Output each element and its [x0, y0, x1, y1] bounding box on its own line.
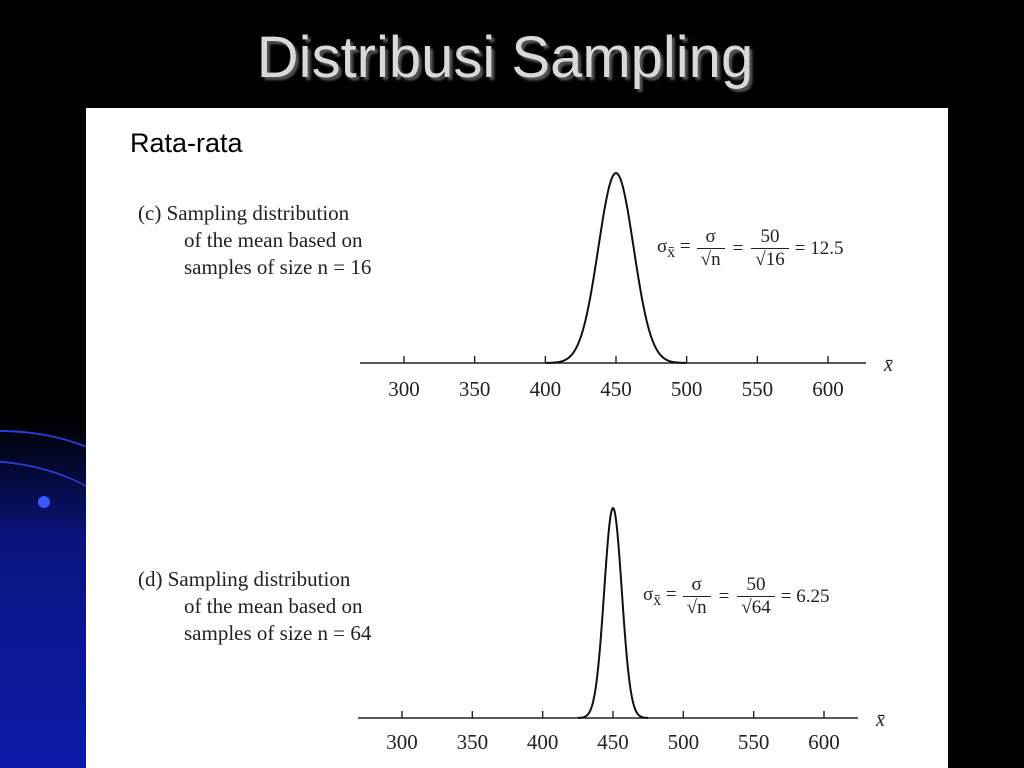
chart-c-x-tick-label: 350: [459, 377, 491, 401]
chart-c-label: (c): [138, 201, 162, 225]
figure-panel: Rata-rata (c) Sampling distribution of t…: [86, 108, 948, 768]
chart-c-caption-line3: samples of size n = 16: [184, 255, 372, 279]
panel-subtitle: Rata-rata: [130, 128, 243, 158]
chart-c-x-tick-label: 600: [812, 377, 844, 401]
chart-c-x-tick-label: 500: [671, 377, 703, 401]
chart-d-x-axis-label: x̄: [875, 709, 885, 731]
chart-c-x-axis-label: x̄: [883, 354, 893, 376]
chart-c-caption: (c) Sampling distribution of the mean ba…: [138, 200, 371, 281]
chart-d-normal-curve: [577, 506, 649, 719]
chart-d-x-tick-label: 450: [597, 730, 629, 754]
chart-d-formula: σx̄ = σ = 50 = 6.25 √n √64: [643, 574, 830, 618]
chart-d-x-tick-label: 550: [738, 730, 770, 754]
chart-c-caption-line1: (c) Sampling distribution: [138, 201, 350, 225]
chart-c-x-tick-label: 400: [530, 377, 562, 401]
chart-d-x-tick-label: 350: [457, 730, 489, 754]
chart-d-label: (d): [138, 567, 163, 591]
chart-c-x-tick-label: 550: [742, 377, 774, 401]
chart-c-caption-line2: of the mean based on: [184, 228, 363, 252]
chart-c-normal-curve: [545, 171, 687, 364]
charts-canvas: 300 350 400 450 500 550 600 x̄ 300 350 400 450 500 55…: [358, 171, 893, 754]
chart-d-x-tick-label: 400: [527, 730, 559, 754]
slide-title: Distribusi Sampling: [256, 25, 754, 90]
chart-c-x-tick-label: 300: [388, 377, 420, 401]
chart-d-caption: (d) Sampling distribution of the mean ba…: [138, 566, 371, 647]
chart-d-caption-line2: of the mean based on: [184, 594, 363, 618]
background-dot: [38, 496, 50, 508]
chart-d-caption-line1: (d) Sampling distribution: [138, 567, 351, 591]
chart-d-x-tick-label: 500: [668, 730, 700, 754]
chart-c-x-tick-label: 450: [600, 377, 632, 401]
chart-d-x-tick-label: 300: [386, 730, 418, 754]
chart-d-caption-line3: samples of size n = 64: [184, 621, 372, 645]
chart-c-formula: σx̄ = σ = 50 = 12.5 √n √16: [657, 226, 844, 270]
chart-d-x-tick-label: 600: [808, 730, 840, 754]
